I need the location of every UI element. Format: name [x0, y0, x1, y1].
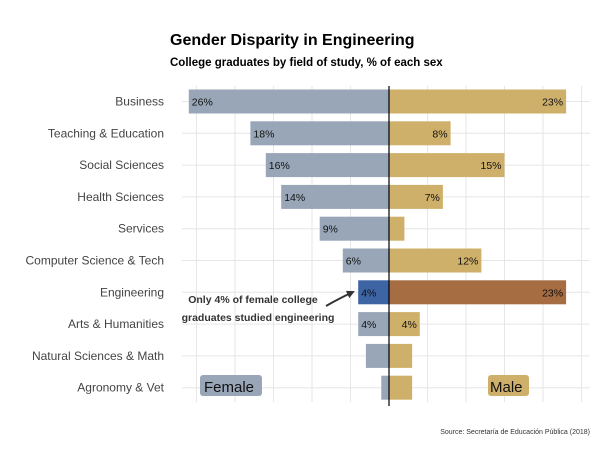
legend-male-label: Male [490, 379, 523, 396]
legend-female-box [200, 375, 262, 396]
category-label-6: Engineering [100, 285, 164, 299]
data-label-female-2: 16% [269, 160, 290, 172]
bar-female-2 [265, 153, 389, 178]
data-label-male-3: 7% [425, 192, 440, 204]
data-label-female-4: 9% [323, 224, 338, 236]
legend-female-label: Female [204, 379, 254, 396]
data-label-female-7: 4% [361, 319, 376, 331]
data-label-male-7: 4% [402, 319, 417, 331]
bar-male-5 [389, 248, 482, 273]
data-label-female-3: 14% [284, 192, 305, 204]
bars [188, 89, 567, 400]
bar-female-9 [381, 375, 389, 400]
data-label-female-5: 6% [346, 256, 361, 268]
data-label-male-5: 12% [457, 256, 478, 268]
bar-female-5 [342, 248, 389, 273]
category-label-0: Business [115, 95, 164, 109]
annotation-line-2: graduates studied engineering [182, 312, 335, 324]
data-label-male-1: 8% [432, 128, 447, 140]
bar-male-2 [389, 153, 505, 178]
category-label-4: Services [118, 222, 164, 236]
bar-female-7 [358, 312, 389, 337]
data-label-male-6: 23% [542, 287, 563, 299]
data-label-male-0: 23% [542, 97, 563, 109]
source-note: Source: Secretaría de Educación Pública … [440, 429, 590, 436]
bar-male-3 [389, 184, 443, 209]
category-label-7: Arts & Humanities [68, 317, 164, 331]
legend-male-box [488, 375, 529, 396]
data-label-female-6: 4% [361, 287, 376, 299]
category-label-9: Agronomy & Vet [77, 381, 164, 395]
category-label-5: Computer Science & Tech [25, 254, 164, 268]
category-label-8: Natural Sciences & Math [32, 349, 164, 363]
labels: Business 26% 23% Teaching & Education 18% 8% S… [25, 95, 563, 395]
bar-female-6 [358, 280, 389, 305]
chart-subtitle: College graduates by field of study, % o… [170, 57, 443, 69]
bar-female-0 [188, 89, 389, 114]
bar-male-8 [389, 343, 413, 368]
data-label-male-2: 15% [480, 160, 501, 172]
bar-male-7 [389, 312, 420, 337]
bar-male-6 [389, 280, 567, 305]
annotation: Only 4% of female college graduates stud… [182, 290, 355, 324]
bar-male-0 [389, 89, 567, 114]
annotation-line-1: Only 4% of female college [188, 294, 318, 306]
bar-male-4 [389, 216, 405, 241]
category-label-3: Health Sciences [77, 190, 164, 204]
bar-female-3 [281, 184, 389, 209]
legend-female: Female [200, 375, 262, 396]
bar-male-9 [389, 375, 413, 400]
legend-male: Male [488, 375, 529, 396]
category-label-1: Teaching & Education [48, 126, 164, 140]
chart-title: Gender Disparity in Engineering [170, 32, 415, 49]
bar-female-4 [319, 216, 389, 241]
bar-female-1 [250, 121, 389, 146]
bar-male-1 [389, 121, 451, 146]
annotation-arrow [325, 290, 355, 307]
bar-female-8 [365, 343, 389, 368]
category-label-2: Social Sciences [79, 158, 164, 172]
data-label-female-0: 26% [192, 97, 213, 109]
data-label-female-1: 18% [253, 128, 274, 140]
